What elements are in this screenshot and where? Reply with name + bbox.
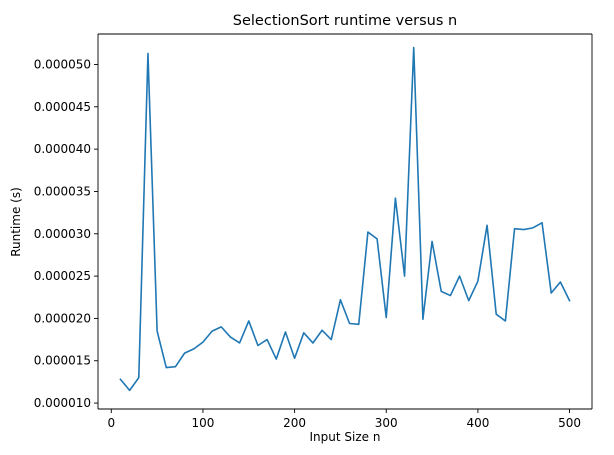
y-tick-label: 0.000050	[34, 57, 91, 71]
y-tick-label: 0.000045	[34, 100, 91, 114]
x-tick-label: 500	[558, 416, 581, 430]
y-tick-label: 0.000020	[34, 311, 91, 325]
y-tick-label: 0.000025	[34, 269, 91, 283]
y-axis-ticks: 0.000010 0.000015 0.000020 0.000025 0.000030…	[34, 57, 98, 410]
chart-title: SelectionSort runtime versus n	[233, 13, 457, 29]
x-axis-label: Input Size n	[310, 430, 381, 444]
y-tick-label: 0.000010	[34, 396, 91, 410]
y-axis-label: Runtime (s)	[9, 187, 23, 257]
series-line-1	[119, 46, 571, 392]
x-axis-ticks: 0 100 200 300 400 500	[107, 409, 581, 430]
y-tick-label: 0.000035	[34, 184, 91, 198]
plot-background	[98, 34, 592, 409]
x-tick-label: 200	[283, 416, 306, 430]
x-tick-label: 100	[191, 416, 214, 430]
x-tick-label: 400	[466, 416, 489, 430]
y-tick-label: 0.000040	[34, 142, 91, 156]
x-tick-label: 300	[375, 416, 398, 430]
x-tick-label: 0	[107, 416, 115, 430]
plot-area	[97, 33, 593, 410]
y-tick-label: 0.000015	[34, 354, 91, 368]
y-tick-label: 0.000030	[34, 227, 91, 241]
